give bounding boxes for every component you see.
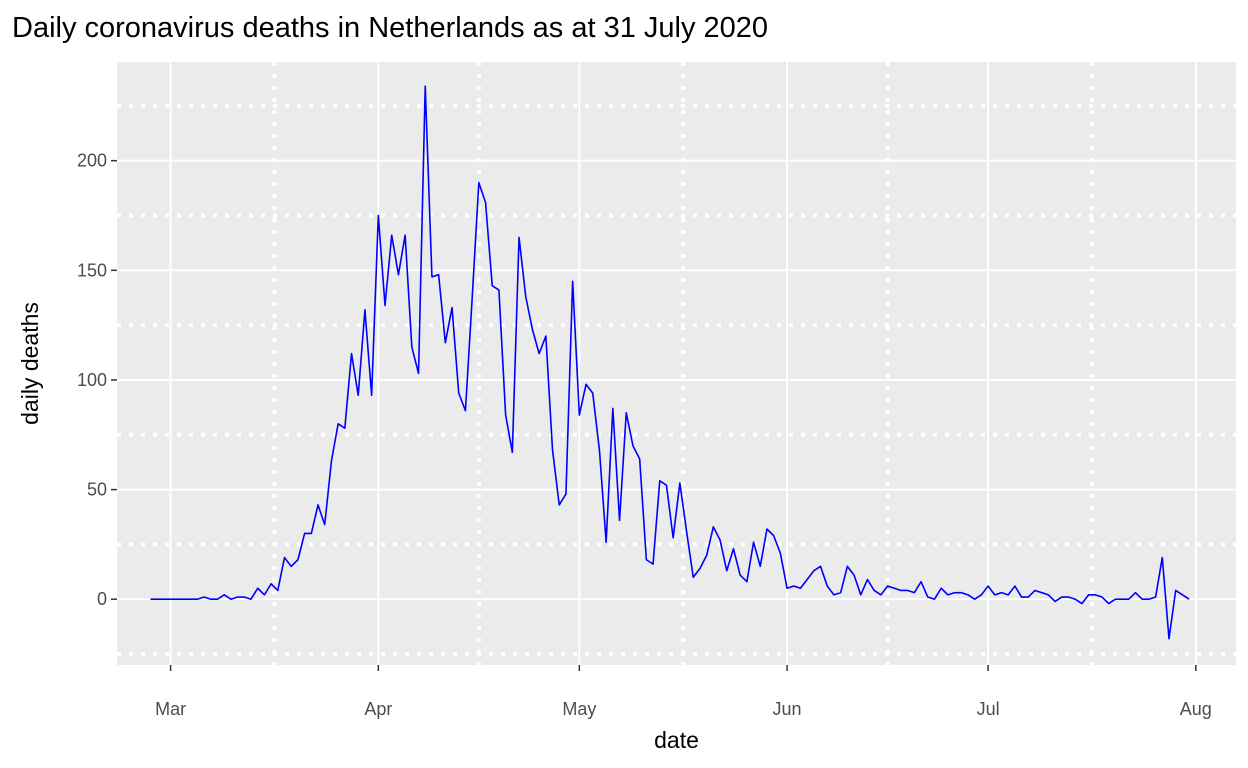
- y-tick-label: 0: [97, 589, 107, 609]
- y-tick-label: 150: [77, 260, 107, 280]
- x-tick-label: Jul: [977, 699, 1000, 719]
- daily-deaths-line: [150, 85, 1190, 640]
- minor-gridlines-x: [272, 62, 1094, 665]
- x-tick-label: Mar: [155, 699, 186, 719]
- major-gridlines-y: [117, 159, 1236, 601]
- chart-title: Daily coronavirus deaths in Netherlands …: [12, 12, 769, 44]
- x-tick-label: Jun: [773, 699, 802, 719]
- y-tick-label: 100: [77, 370, 107, 390]
- plot-background: [117, 62, 1236, 665]
- x-axis-title: date: [654, 727, 699, 753]
- x-tick-label: Aug: [1180, 699, 1212, 719]
- y-tick-label: 200: [77, 151, 107, 171]
- x-tick-label: Apr: [364, 699, 392, 719]
- x-axis-ticks: Mar Apr May Jun Jul Aug: [155, 665, 1212, 719]
- y-tick-label: 50: [87, 480, 107, 500]
- x-tick-label: May: [562, 699, 596, 719]
- y-axis-ticks: 0 50 100 150 200: [77, 151, 117, 609]
- y-axis-title: daily deaths: [17, 302, 43, 425]
- major-gridlines-x: [169, 62, 1197, 665]
